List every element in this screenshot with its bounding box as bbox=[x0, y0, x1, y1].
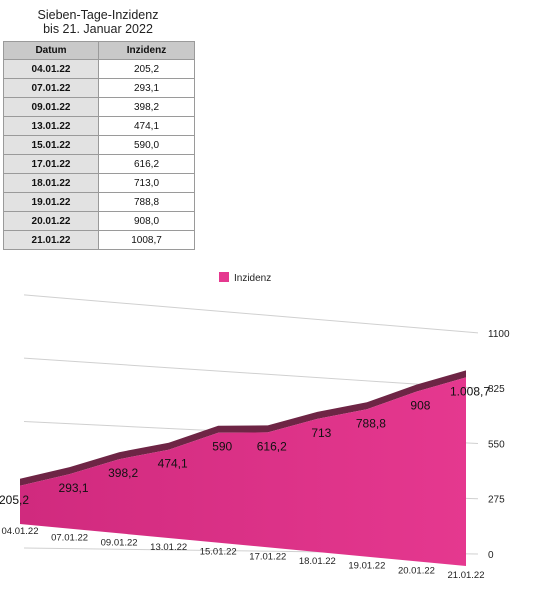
data-label: 616,2 bbox=[257, 439, 287, 453]
data-label: 398,2 bbox=[108, 466, 138, 480]
table-cell-date: 19.01.22 bbox=[3, 192, 99, 212]
x-tick-label: 15.01.22 bbox=[200, 547, 237, 558]
x-tick-label: 04.01.22 bbox=[2, 526, 39, 537]
table-cell-date: 21.01.22 bbox=[3, 230, 99, 250]
data-label: 713 bbox=[311, 426, 331, 440]
table-row: 17.01.22 616,2 bbox=[3, 154, 195, 174]
title-line-2: bis 21. Januar 2022 bbox=[43, 22, 153, 36]
y-tick-label: 825 bbox=[488, 384, 505, 395]
x-tick-label: 17.01.22 bbox=[249, 551, 286, 562]
table-cell-date: 04.01.22 bbox=[3, 59, 99, 79]
legend-label: Inzidenz bbox=[234, 273, 271, 284]
data-label: 205,2 bbox=[0, 493, 29, 507]
y-tick-label: 275 bbox=[488, 495, 505, 506]
table-cell-value: 205,2 bbox=[98, 59, 195, 79]
table-cell-value: 474,1 bbox=[98, 116, 195, 136]
x-tick-label: 13.01.22 bbox=[150, 542, 187, 553]
table-cell-value: 1008,7 bbox=[98, 230, 195, 250]
x-tick-label: 07.01.22 bbox=[51, 533, 88, 544]
table-row: 09.01.22 398,2 bbox=[3, 97, 195, 117]
gridline bbox=[23, 357, 479, 389]
table-header-row: Datum Inzidenz bbox=[3, 41, 195, 60]
data-table: Datum Inzidenz 04.01.22 205,2 07.01.22 293,… bbox=[3, 41, 195, 250]
table-row: 15.01.22 590,0 bbox=[3, 135, 195, 155]
header-datum: Datum bbox=[3, 41, 99, 60]
table-row: 19.01.22 788,8 bbox=[3, 192, 195, 212]
y-tick-label: 1100 bbox=[488, 329, 510, 340]
y-tick-label: 0 bbox=[488, 550, 494, 561]
data-label: 908 bbox=[410, 399, 430, 413]
table-row: 04.01.22 205,2 bbox=[3, 59, 195, 79]
title-line-1: Sieben-Tage-Inzidenz bbox=[37, 8, 159, 22]
x-tick-label: 09.01.22 bbox=[101, 537, 138, 548]
table-row: 21.01.22 1008,7 bbox=[3, 230, 195, 250]
x-tick-label: 20.01.22 bbox=[398, 565, 435, 576]
area-series-inzidenz bbox=[20, 377, 466, 566]
data-label: 590 bbox=[212, 440, 232, 454]
table-row: 18.01.22 713,0 bbox=[3, 173, 195, 193]
table-cell-value: 713,0 bbox=[98, 173, 195, 193]
gridline bbox=[23, 294, 479, 334]
table-cell-date: 09.01.22 bbox=[3, 97, 99, 117]
data-label: 788,8 bbox=[356, 416, 386, 430]
area-top-band bbox=[20, 370, 466, 486]
x-tick-label: 18.01.22 bbox=[299, 556, 336, 567]
table-cell-value: 908,0 bbox=[98, 211, 195, 231]
table-cell-value: 616,2 bbox=[98, 154, 195, 174]
y-tick-label: 550 bbox=[488, 439, 505, 450]
table-cell-value: 788,8 bbox=[98, 192, 195, 212]
table-row: 13.01.22 474,1 bbox=[3, 116, 195, 136]
x-tick-label: 21.01.22 bbox=[448, 570, 485, 581]
table-cell-date: 20.01.22 bbox=[3, 211, 99, 231]
table-cell-value: 398,2 bbox=[98, 97, 195, 117]
table-cell-date: 13.01.22 bbox=[3, 116, 99, 136]
table-cell-date: 07.01.22 bbox=[3, 78, 99, 98]
table-cell-date: 15.01.22 bbox=[3, 135, 99, 155]
table-row: 20.01.22 908,0 bbox=[3, 211, 195, 231]
table-row: 07.01.22 293,1 bbox=[3, 78, 195, 98]
data-label: 293,1 bbox=[59, 481, 89, 495]
table-cell-date: 18.01.22 bbox=[3, 173, 99, 193]
table-cell-value: 590,0 bbox=[98, 135, 195, 155]
legend-swatch bbox=[219, 272, 229, 282]
area-chart: 0 275 550 825 1100 205,2 293,1 398,2 474,1 590 616… bbox=[0, 272, 510, 581]
table-cell-value: 293,1 bbox=[98, 78, 195, 98]
table-cell-date: 17.01.22 bbox=[3, 154, 99, 174]
data-label: 1.008,7 bbox=[450, 384, 490, 398]
data-label: 474,1 bbox=[158, 457, 188, 471]
x-tick-label: 19.01.22 bbox=[348, 561, 385, 572]
header-inzidenz: Inzidenz bbox=[98, 41, 195, 60]
chart-title: Sieben-Tage-Inzidenz bis 21. Januar 2022 bbox=[0, 8, 196, 36]
